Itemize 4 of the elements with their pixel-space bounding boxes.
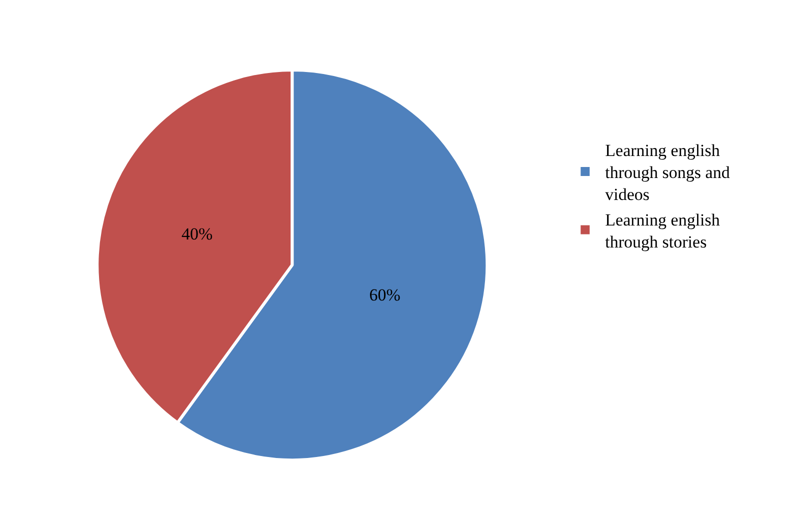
- legend-label: Learning english through stories: [605, 210, 720, 252]
- legend-label: Learning english through songs and videos: [605, 141, 730, 204]
- data-label: 40%: [181, 224, 213, 244]
- data-label: 60%: [369, 286, 400, 305]
